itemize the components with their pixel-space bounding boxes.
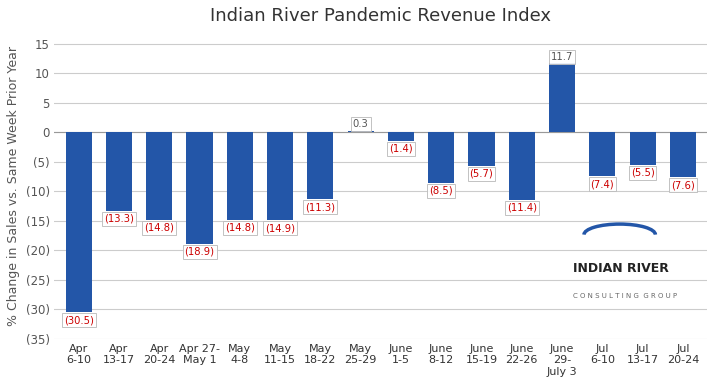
Bar xyxy=(267,132,293,220)
Bar xyxy=(428,132,454,182)
Text: 0.3: 0.3 xyxy=(353,119,368,129)
Text: (5.7): (5.7) xyxy=(470,169,493,179)
Bar xyxy=(468,132,495,166)
Y-axis label: % Change in Sales vs. Same Week Prior Year: % Change in Sales vs. Same Week Prior Ye… xyxy=(7,46,20,326)
Bar xyxy=(106,132,132,211)
Bar xyxy=(186,132,213,244)
Text: C O N S U L T I N G  G R O U P: C O N S U L T I N G G R O U P xyxy=(573,293,678,299)
Bar xyxy=(307,132,333,199)
Text: INDIAN RIVER: INDIAN RIVER xyxy=(573,262,669,275)
Title: Indian River Pandemic Revenue Index: Indian River Pandemic Revenue Index xyxy=(210,7,551,25)
Bar xyxy=(508,132,535,200)
Bar xyxy=(549,63,575,132)
Bar xyxy=(388,132,414,141)
Bar xyxy=(66,132,91,313)
Bar xyxy=(630,132,655,165)
Text: (18.9): (18.9) xyxy=(184,247,214,257)
Text: (5.5): (5.5) xyxy=(630,168,655,178)
Text: (14.9): (14.9) xyxy=(265,223,295,233)
Text: (7.6): (7.6) xyxy=(671,180,695,190)
Text: 11.7: 11.7 xyxy=(551,51,573,61)
Text: (13.3): (13.3) xyxy=(104,214,134,224)
Text: (11.4): (11.4) xyxy=(507,203,537,213)
Text: (14.8): (14.8) xyxy=(144,223,174,233)
Text: (1.4): (1.4) xyxy=(389,144,413,154)
Text: (14.8): (14.8) xyxy=(225,223,255,233)
Text: (7.4): (7.4) xyxy=(590,179,614,189)
Text: (11.3): (11.3) xyxy=(306,202,336,212)
Text: (8.5): (8.5) xyxy=(429,185,453,195)
Bar xyxy=(348,131,373,132)
Bar xyxy=(670,132,696,177)
Bar xyxy=(226,132,253,220)
Bar xyxy=(589,132,615,176)
Text: (30.5): (30.5) xyxy=(64,315,94,325)
Bar xyxy=(146,132,172,220)
